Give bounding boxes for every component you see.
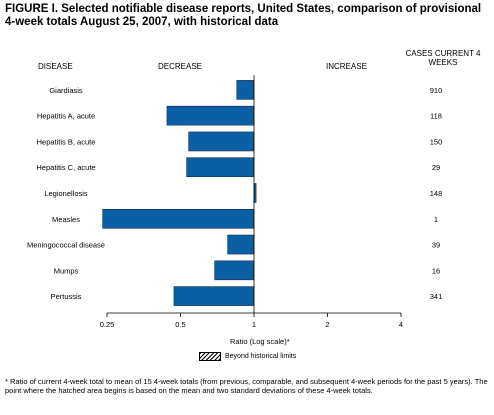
footnote: * Ratio of current 4-week total to mean … xyxy=(5,377,489,395)
cases-value: 29 xyxy=(432,163,440,172)
cases-value: 150 xyxy=(430,137,443,146)
bar xyxy=(188,131,255,152)
decrease-header: DECREASE xyxy=(158,62,203,71)
figure-title: FIGURE I. Selected notifiable disease re… xyxy=(5,3,482,28)
x-tick-label: 4 xyxy=(399,320,403,329)
category-label: Mumps xyxy=(54,266,79,275)
bar xyxy=(173,286,255,306)
x-tick-label: 0.5 xyxy=(175,320,185,329)
disease-column-header: DISEASE xyxy=(38,62,73,71)
bar xyxy=(227,234,255,255)
cases-value: 1 xyxy=(434,215,438,224)
bar xyxy=(166,105,255,126)
cases-column-header: CASES CURRENT 4 WEEKS xyxy=(405,49,481,67)
legend: Beyond historical limits xyxy=(199,352,296,361)
category-label: Measles xyxy=(52,215,80,224)
legend-label: Beyond historical limits xyxy=(225,353,297,360)
category-label: Pertussis xyxy=(51,292,82,301)
bar xyxy=(186,157,255,178)
category-label: Hepatitis C, acute xyxy=(36,163,95,172)
cases-value: 118 xyxy=(430,112,442,121)
bar xyxy=(102,208,255,229)
x-axis-title: Ratio (Log scale)* xyxy=(230,337,290,346)
category-label: Giardiasis xyxy=(49,86,83,95)
category-label: Hepatitis B, acute xyxy=(37,137,96,146)
cases-value: 16 xyxy=(432,266,440,275)
cases-value: 39 xyxy=(432,241,440,250)
bar xyxy=(236,80,255,100)
x-tick-label: 2 xyxy=(325,320,329,329)
bar xyxy=(214,260,255,281)
cases-value: 341 xyxy=(430,292,443,301)
footnote-text: * Ratio of current 4-week total to mean … xyxy=(5,377,488,395)
category-label: Meningococcal disease xyxy=(27,241,105,250)
hatched-legend-swatch xyxy=(199,352,221,361)
cases-value: 910 xyxy=(430,86,443,95)
x-tick-label: 1 xyxy=(252,320,256,329)
increase-header: INCREASE xyxy=(326,62,367,71)
category-label: Legionellosis xyxy=(44,189,88,198)
category-label: Hepatitis A, acute xyxy=(37,112,95,121)
x-tick-label: 0.25 xyxy=(100,320,115,329)
cases-value: 148 xyxy=(430,189,443,198)
